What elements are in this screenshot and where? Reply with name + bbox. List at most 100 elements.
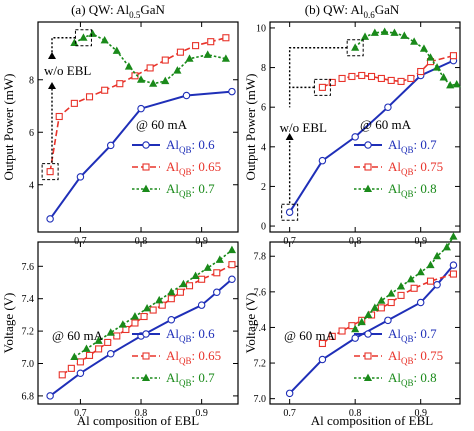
data-point xyxy=(46,392,54,400)
data-point xyxy=(137,104,145,113)
data-point xyxy=(439,73,448,81)
condition-annotation: @ 60 mA xyxy=(360,117,412,132)
data-point xyxy=(358,71,366,80)
data-point xyxy=(351,43,360,51)
y-tick-label: 0 xyxy=(261,222,266,233)
data-point xyxy=(58,371,66,379)
legend-entry: AlQB: 0.6 xyxy=(132,137,215,155)
data-point xyxy=(182,91,191,100)
data-point xyxy=(118,320,127,328)
data-point xyxy=(215,255,224,263)
data-point xyxy=(130,312,140,320)
data-point xyxy=(221,54,230,62)
data-point xyxy=(328,332,336,340)
legend-label: AlQB: 0.6 xyxy=(166,137,215,155)
data-point xyxy=(407,74,415,83)
data-point xyxy=(387,289,396,297)
y-axis-label: Output Power (mW) xyxy=(243,74,258,181)
y-tick-label: 8 xyxy=(261,63,266,74)
data-point xyxy=(426,277,435,285)
y-tick-label: 7.4 xyxy=(22,294,35,305)
legend-marker xyxy=(364,163,372,171)
data-point xyxy=(82,344,91,352)
panel-b_voltage: 0.7 0.8 0.9 7.0 7.2 7.4 7.6 7.8 Voltage (V) @ 60 … xyxy=(243,232,461,419)
y-tick-label: 6.8 xyxy=(22,391,35,402)
data-point xyxy=(149,79,158,87)
x-tick-label: 0.9 xyxy=(195,408,208,419)
legend-marker xyxy=(142,141,150,149)
data-point xyxy=(377,74,385,83)
data-point xyxy=(432,63,442,71)
data-point xyxy=(449,270,457,278)
data-point xyxy=(106,328,115,336)
legend-label: AlQB: 0.7 xyxy=(388,326,437,344)
y-tick-label: 8 xyxy=(29,75,34,86)
data-point xyxy=(433,280,441,289)
data-point xyxy=(167,287,176,296)
arrow-head xyxy=(285,133,294,140)
series-green xyxy=(70,29,230,87)
data-point xyxy=(368,72,376,81)
data-point xyxy=(213,269,221,277)
data-point xyxy=(67,364,75,372)
data-point xyxy=(364,310,373,318)
data-point xyxy=(213,288,221,296)
legend-label: AlQB: 0.6 xyxy=(166,326,215,344)
column-title-b: (b) QW: Al0.6GaN xyxy=(305,2,400,20)
data-point xyxy=(328,78,336,86)
x-tick-label: 0.7 xyxy=(283,408,296,419)
data-point xyxy=(161,76,170,85)
y-tick-label: 7.4 xyxy=(254,323,267,334)
data-point xyxy=(449,52,457,60)
data-point xyxy=(285,208,294,216)
y-tick-label: 6 xyxy=(29,128,34,139)
legend-marker xyxy=(364,352,372,360)
legend-label: AlQB: 0.75 xyxy=(388,348,443,366)
data-point xyxy=(227,245,237,254)
data-point xyxy=(285,389,294,398)
data-point xyxy=(70,99,78,107)
data-point xyxy=(390,28,399,36)
data-point xyxy=(192,42,200,50)
series-line xyxy=(74,32,227,85)
data-point xyxy=(351,334,359,342)
data-point xyxy=(191,271,200,280)
plot-frame xyxy=(269,21,461,233)
legend-entry: AlQB: 0.6 xyxy=(132,326,215,344)
data-point xyxy=(446,80,455,89)
data-point xyxy=(370,303,379,311)
data-point xyxy=(101,86,109,94)
data-point xyxy=(131,319,139,327)
data-point xyxy=(112,46,121,54)
y-tick-label: 7.2 xyxy=(22,327,35,338)
series-line xyxy=(49,90,232,220)
plot-frame xyxy=(37,21,239,233)
data-point xyxy=(452,79,461,88)
data-point xyxy=(185,282,194,290)
legend-label: AlQB: 0.65 xyxy=(166,159,221,177)
data-point xyxy=(203,263,212,271)
series-blue xyxy=(46,275,236,400)
legend-marker xyxy=(142,352,150,360)
data-point xyxy=(396,282,406,290)
data-point xyxy=(76,173,85,181)
data-point xyxy=(146,64,154,72)
plot-frame xyxy=(37,241,239,405)
data-point xyxy=(426,53,435,61)
data-point xyxy=(228,275,236,284)
arrow-head xyxy=(48,52,56,59)
data-point xyxy=(449,261,458,269)
series-green xyxy=(351,232,458,333)
data-point xyxy=(380,27,389,35)
data-point xyxy=(384,316,392,325)
data-point xyxy=(222,34,230,42)
data-point xyxy=(185,54,194,62)
series-green xyxy=(351,27,461,89)
data-point xyxy=(85,351,94,359)
data-point xyxy=(149,306,157,314)
data-point xyxy=(161,56,169,64)
data-point xyxy=(318,339,326,348)
data-point xyxy=(338,327,346,335)
data-point xyxy=(338,74,346,83)
